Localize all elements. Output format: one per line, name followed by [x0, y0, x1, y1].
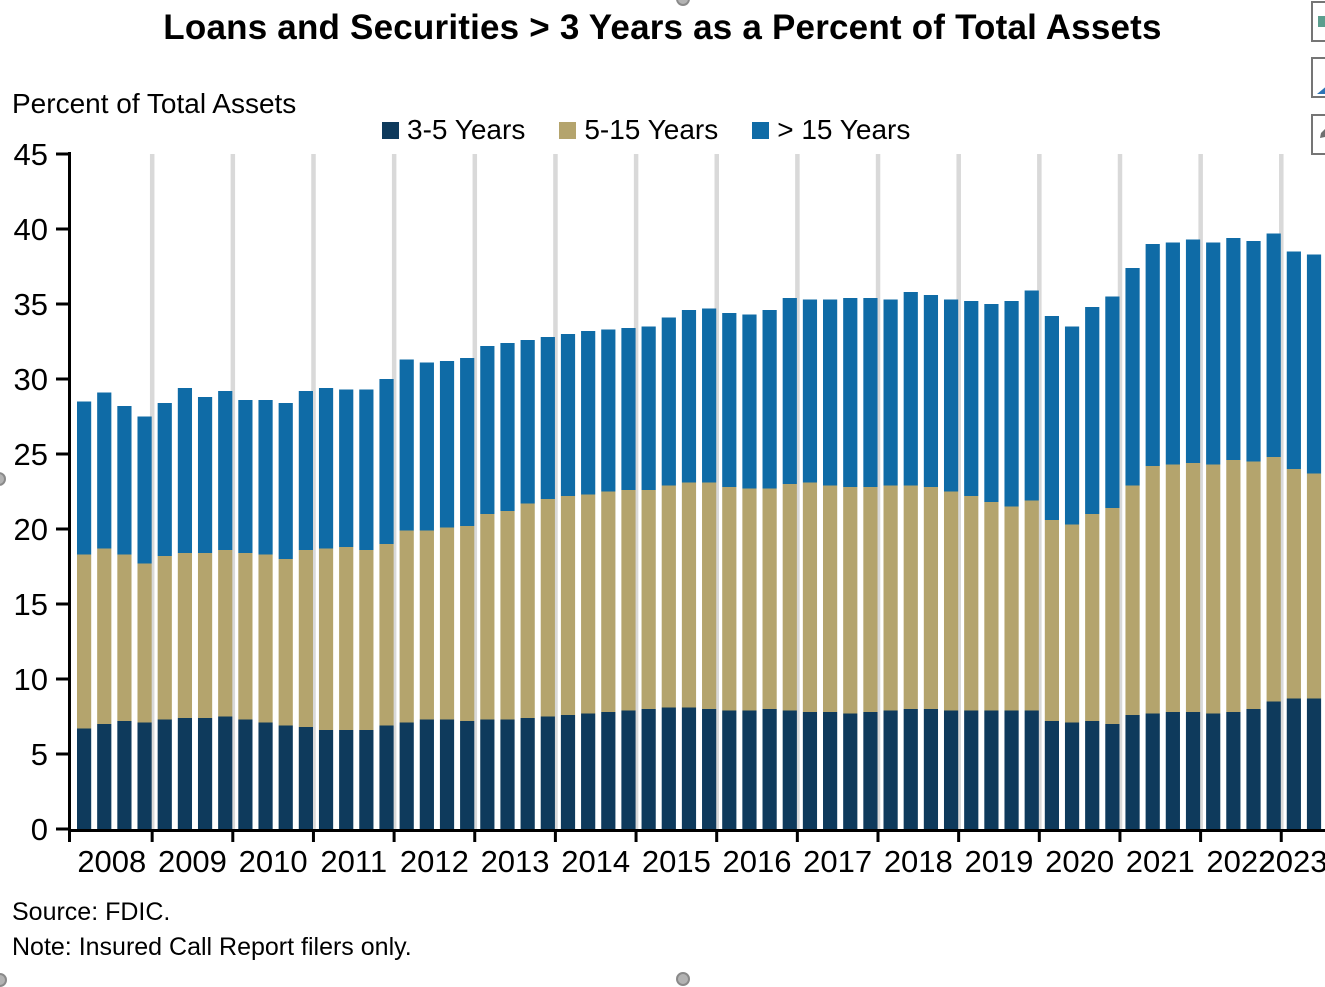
svg-text:20: 20	[14, 512, 48, 547]
svg-text:2015: 2015	[642, 844, 711, 879]
legend-swatch-gt-15-years-icon	[752, 121, 770, 139]
chart-triangle-icon	[1317, 80, 1325, 94]
svg-text:2017: 2017	[803, 844, 872, 879]
chart-button[interactable]	[1311, 57, 1325, 98]
svg-text:2022: 2022	[1206, 844, 1275, 879]
selection-handle-bottom[interactable]	[676, 972, 690, 986]
legend: 3-5 Years 5-15 Years > 15 Years	[382, 114, 910, 146]
legend-item-3-5-years: 3-5 Years	[382, 114, 525, 146]
legend-item-5-15-years: 5-15 Years	[559, 114, 718, 146]
svg-text:25: 25	[14, 437, 48, 472]
svg-text:2009: 2009	[158, 844, 227, 879]
svg-text:10: 10	[14, 662, 48, 697]
svg-text:2014: 2014	[561, 844, 630, 879]
svg-text:2016: 2016	[723, 844, 792, 879]
svg-text:2021: 2021	[1126, 844, 1195, 879]
svg-text:2011: 2011	[320, 844, 387, 879]
table-icon	[1318, 16, 1325, 27]
pencil-button[interactable]	[1311, 114, 1325, 155]
legend-item-gt-15-years: > 15 Years	[752, 114, 910, 146]
svg-text:2010: 2010	[239, 844, 308, 879]
svg-text:35: 35	[14, 287, 48, 322]
svg-text:45: 45	[14, 137, 48, 172]
svg-text:5: 5	[31, 737, 48, 772]
filing-note: Note: Insured Call Report filers only.	[12, 933, 412, 961]
legend-swatch-5-15-years-icon	[559, 121, 577, 139]
svg-text:15: 15	[14, 587, 48, 622]
legend-swatch-3-5-years-icon	[382, 121, 399, 139]
legend-label-5-15-years: 5-15 Years	[584, 114, 719, 145]
legend-label-3-5-years: 3-5 Years	[407, 114, 526, 145]
legend-label-gt-15-years: > 15 Years	[777, 114, 911, 145]
svg-text:2013: 2013	[481, 844, 550, 879]
svg-text:40: 40	[14, 212, 48, 247]
svg-text:0: 0	[31, 812, 48, 847]
svg-text:2012: 2012	[400, 844, 469, 879]
source-note: Source: FDIC.	[12, 898, 171, 926]
svg-text:2018: 2018	[884, 844, 953, 879]
svg-text:30: 30	[14, 362, 48, 397]
svg-text:2023: 2023	[1259, 844, 1325, 879]
pencil-icon	[1316, 119, 1325, 146]
chart-title: Loans and Securities > 3 Years as a Perc…	[163, 8, 1162, 47]
y-axis-title: Percent of Total Assets	[12, 88, 297, 119]
table-button[interactable]	[1311, 1, 1325, 42]
svg-text:2020: 2020	[1045, 844, 1114, 879]
svg-text:2019: 2019	[964, 844, 1033, 879]
svg-text:2008: 2008	[77, 844, 146, 879]
